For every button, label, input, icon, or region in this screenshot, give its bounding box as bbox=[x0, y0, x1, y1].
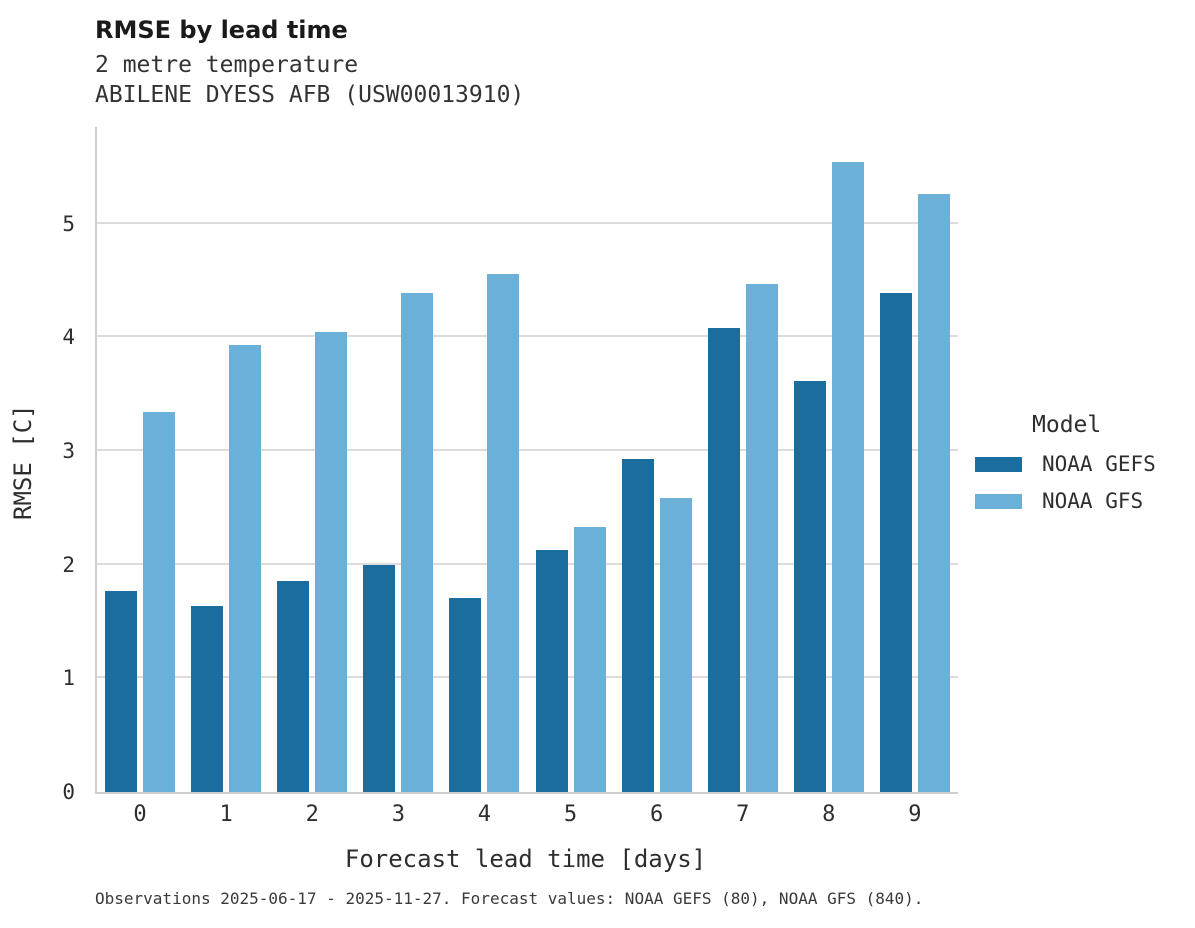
bar-group-lead-7 bbox=[700, 127, 786, 792]
x-axis-title: Forecast lead time [days] bbox=[344, 845, 707, 873]
y-tick-label: 4 bbox=[62, 325, 75, 350]
bar-group-lead-9 bbox=[872, 127, 958, 792]
y-tick-label: 2 bbox=[62, 552, 75, 577]
y-tick-label: 1 bbox=[62, 666, 75, 691]
y-tick-label: 5 bbox=[62, 211, 75, 236]
legend-swatch-noaa-gfs bbox=[975, 493, 1022, 509]
legend-item: NOAA GFS bbox=[975, 489, 1185, 513]
x-tick-label: 4 bbox=[477, 802, 492, 827]
bar-noaa-gefs-lead-9 bbox=[879, 292, 912, 792]
bar-group-lead-4 bbox=[441, 127, 527, 792]
plot-area: 0 1 2 3 4 5 6 7 8 9 0 1 2 3 4 5 bbox=[62, 127, 958, 827]
bar-group-lead-0 bbox=[97, 127, 183, 792]
bar-noaa-gfs-lead-7 bbox=[745, 283, 778, 792]
x-tick-label: 8 bbox=[822, 802, 836, 827]
bar-group-lead-8 bbox=[786, 127, 872, 792]
caption: Observations 2025-06-17 - 2025-11-27. Fo… bbox=[95, 889, 924, 908]
bar-group-lead-3 bbox=[355, 127, 441, 792]
y-tick-label: 0 bbox=[62, 780, 75, 804]
bar-noaa-gefs-lead-5 bbox=[535, 549, 568, 792]
chart-subtitle-station: ABILENE DYESS AFB (USW00013910) bbox=[95, 82, 525, 108]
x-tick-label: 6 bbox=[649, 802, 664, 827]
bar-noaa-gfs-lead-4 bbox=[487, 273, 520, 792]
x-tick-label: 9 bbox=[908, 802, 922, 827]
chart-title: RMSE by lead time bbox=[95, 16, 348, 44]
gridline bbox=[97, 676, 958, 679]
bar-noaa-gfs-lead-3 bbox=[401, 292, 434, 792]
bar-noaa-gfs-lead-8 bbox=[831, 162, 864, 792]
x-tick-label: 0 bbox=[133, 802, 147, 827]
bar-noaa-gefs-lead-7 bbox=[707, 328, 740, 792]
chart-subtitle-variable: 2 metre temperature bbox=[95, 52, 359, 78]
y-tick-label: 3 bbox=[62, 438, 75, 463]
legend: Model NOAA GEFS NOAA GFS bbox=[975, 412, 1185, 526]
bar-noaa-gefs-lead-2 bbox=[277, 580, 310, 792]
gridline bbox=[97, 562, 958, 565]
legend-swatch-noaa-gefs bbox=[975, 456, 1022, 472]
legend-label-noaa-gfs: NOAA GFS bbox=[1042, 489, 1144, 513]
legend-item: NOAA GEFS bbox=[975, 452, 1185, 476]
x-tick-label: 7 bbox=[736, 802, 750, 827]
bar-noaa-gfs-lead-9 bbox=[917, 194, 950, 792]
legend-title: Model bbox=[1032, 412, 1102, 438]
bar-group-lead-1 bbox=[183, 127, 269, 792]
bar-noaa-gefs-lead-0 bbox=[105, 590, 138, 792]
bar-groups bbox=[97, 127, 958, 792]
x-tick-label: 1 bbox=[219, 802, 233, 827]
x-tick-label: 3 bbox=[391, 802, 405, 827]
bar-noaa-gfs-lead-2 bbox=[315, 331, 348, 792]
bar-noaa-gefs-lead-6 bbox=[621, 458, 654, 792]
gridline bbox=[97, 448, 958, 451]
bar-group-lead-6 bbox=[614, 127, 700, 792]
bar-group-lead-2 bbox=[269, 127, 355, 792]
bar-noaa-gefs-lead-1 bbox=[191, 605, 224, 792]
x-axis-ticks: 0 1 2 3 4 5 6 7 8 9 bbox=[97, 802, 958, 827]
bar-noaa-gfs-lead-0 bbox=[143, 412, 176, 792]
legend-label-noaa-gefs: NOAA GEFS bbox=[1042, 452, 1156, 476]
x-tick-label: 5 bbox=[563, 802, 578, 827]
bar-noaa-gefs-lead-8 bbox=[793, 380, 826, 792]
bar-noaa-gfs-lead-5 bbox=[573, 527, 606, 792]
x-tick-label: 2 bbox=[305, 802, 319, 827]
bar-group-lead-5 bbox=[527, 127, 613, 792]
bar-noaa-gefs-lead-4 bbox=[449, 597, 482, 792]
gridline bbox=[97, 221, 958, 224]
bar-noaa-gefs-lead-3 bbox=[363, 564, 396, 792]
bar-noaa-gfs-lead-1 bbox=[229, 345, 262, 792]
y-axis-label: RMSE [C] bbox=[9, 404, 37, 521]
gridline bbox=[97, 335, 958, 338]
bar-noaa-gfs-lead-6 bbox=[659, 497, 692, 792]
